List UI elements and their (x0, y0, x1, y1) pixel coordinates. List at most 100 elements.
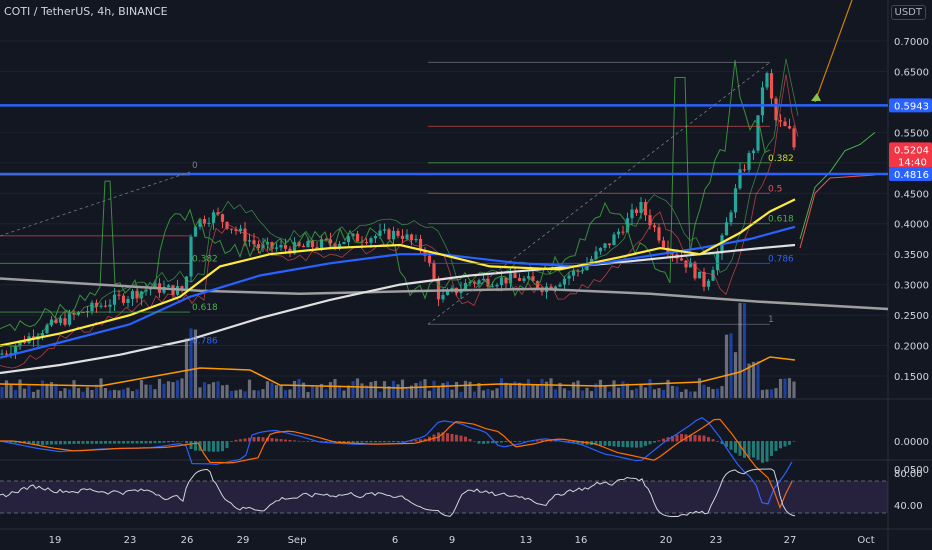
candle-body (382, 229, 387, 231)
macd-histogram-bar (455, 434, 458, 442)
macd-histogram-bar (369, 441, 373, 443)
candle-body (783, 121, 787, 127)
candle-body (666, 247, 670, 254)
macd-histogram-bar (779, 441, 782, 449)
volume-bar (18, 379, 22, 398)
candle-body (306, 241, 310, 248)
price-axis-tick: 0.4000 (894, 220, 929, 231)
candle-body (319, 239, 324, 249)
candle-body (778, 120, 783, 122)
macd-histogram-bar (698, 435, 701, 442)
volume-bar (211, 382, 216, 398)
candle-body (400, 235, 405, 239)
macd-histogram-bar (117, 441, 121, 444)
price-badge-countdown: 14:40 (898, 157, 927, 168)
candle-body (423, 249, 427, 256)
date-axis-label: 6 (392, 535, 398, 546)
macd-histogram-bar (347, 441, 350, 443)
macd-histogram-bar (162, 441, 166, 443)
candle-body (585, 263, 589, 271)
candle-body (40, 333, 45, 337)
candle-body (243, 228, 247, 242)
candle-body (144, 289, 148, 292)
volume-bar (688, 391, 693, 398)
candle-body (81, 312, 85, 314)
candle-body (67, 313, 72, 325)
candle-body (697, 271, 702, 279)
macd-histogram-bar (59, 441, 62, 445)
candle-body (409, 234, 414, 241)
candle-body (670, 253, 675, 255)
volume-bar (319, 383, 324, 398)
macd-histogram-bar (608, 441, 611, 446)
macd-axis-tick: 0.0000 (894, 437, 929, 448)
fib-left-label: 0 (192, 161, 198, 171)
candle-body (391, 230, 396, 240)
rsi-band (0, 481, 888, 513)
volume-bar (274, 385, 279, 398)
candle-body (508, 273, 513, 284)
macd-histogram-bar (401, 441, 404, 442)
macd-histogram-bar (689, 434, 692, 442)
volume-bar (540, 378, 544, 398)
candle-body (657, 227, 661, 241)
macd-histogram-bar (288, 439, 292, 442)
volume-bar (774, 388, 778, 398)
volume-bar (378, 391, 382, 398)
macd-histogram-bar (621, 441, 625, 448)
volume-bar (229, 390, 234, 398)
date-axis-label: 26 (181, 535, 194, 546)
macd-histogram-bar (284, 439, 287, 442)
volume-bar (328, 382, 333, 398)
macd-histogram-bar (99, 441, 103, 444)
candle-body (256, 244, 261, 249)
volume-bar (715, 388, 720, 398)
candle-body (724, 222, 729, 236)
volume-bar (130, 391, 135, 398)
macd-histogram-bar (729, 441, 733, 450)
volume-bar (657, 388, 661, 398)
candle-body (189, 236, 193, 277)
volume-bar (792, 381, 796, 398)
date-axis-group: 19 23 26 29 Sep 6 9 13 16 20 23 27 Oct (49, 535, 875, 546)
candle-body (301, 245, 306, 248)
volume-bar (594, 383, 598, 398)
volume-bar (225, 384, 229, 398)
volume-bar (153, 389, 157, 398)
volume-bar (0, 386, 4, 398)
macd-histogram-bar (572, 441, 575, 443)
volume-bar (679, 391, 684, 398)
candle-body (202, 219, 207, 224)
macd-histogram-bar (225, 441, 229, 449)
macd-histogram-bar (738, 441, 742, 456)
candle-body (567, 275, 571, 279)
candle-body (418, 238, 423, 250)
macd-histogram-bar (747, 441, 751, 458)
ma-100 (0, 225, 796, 359)
candle-body (405, 234, 409, 239)
macd-histogram-bar (774, 441, 778, 451)
volume-bar (472, 391, 477, 398)
candle-body (436, 279, 441, 300)
fib-right-group: 0.382 0.5 0.618 0.786 1 (427, 61, 794, 325)
candle-body (693, 262, 697, 279)
macd-histogram-bar (104, 441, 107, 444)
price-axis-tick: 0.2500 (894, 311, 929, 322)
volume-bar (27, 385, 31, 398)
volume-bar (445, 381, 450, 398)
volume-bar (247, 379, 252, 398)
candle-body (787, 126, 792, 129)
volume-bar (418, 381, 423, 398)
candle-body (571, 270, 576, 276)
candle-body (0, 353, 4, 355)
macd-histogram-bar (306, 441, 310, 442)
volume-bar (283, 390, 288, 398)
volume-bar (643, 387, 648, 398)
candle-body (432, 262, 436, 280)
macd-histogram-bar (495, 441, 499, 443)
volume-bar (423, 379, 427, 398)
volume-bar (220, 385, 225, 398)
candle-body (711, 270, 715, 281)
currency-button[interactable]: USDT (890, 5, 926, 20)
